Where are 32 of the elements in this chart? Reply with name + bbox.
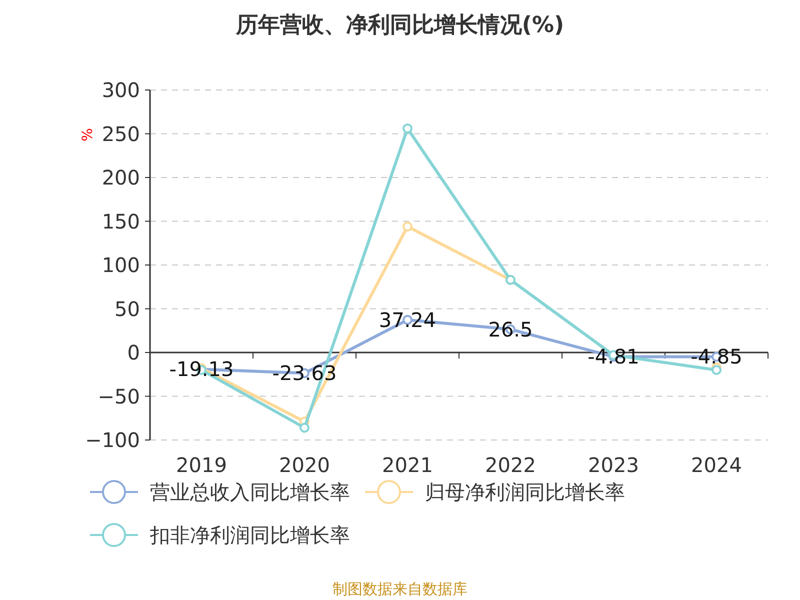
legend-item: 归母净利润同比增长率 bbox=[365, 480, 625, 504]
legend-item: 营业总收入同比增长率 bbox=[90, 480, 350, 504]
point bbox=[402, 124, 412, 134]
point bbox=[300, 422, 310, 433]
y-tick-label: 250 bbox=[102, 122, 140, 146]
text: 制图数据来自数据库 bbox=[332, 580, 468, 598]
x-tick-label: 2024 bbox=[691, 453, 742, 477]
y-tick-label: −50 bbox=[98, 384, 140, 408]
data-label: -23.63 bbox=[272, 361, 337, 386]
y-tick-label: 50 bbox=[114, 296, 140, 321]
x-tick-label: 2020 bbox=[279, 453, 330, 477]
point bbox=[402, 222, 412, 232]
legend-item: 扣非净利润同比增长率 bbox=[90, 523, 350, 547]
y-tick-label: 150 bbox=[102, 209, 140, 234]
legend-label: 营业总收入同比增长率 bbox=[150, 480, 350, 504]
y-tick-label: 100 bbox=[102, 253, 140, 277]
chart-title: 历年营收、净利同比增长情况(%) bbox=[234, 13, 564, 38]
x-tick-label: 2023 bbox=[588, 453, 639, 477]
data-label: 26.5 bbox=[488, 317, 533, 342]
legend-label: 归母净利润同比增长率 bbox=[425, 480, 625, 504]
x-tick-label: 2019 bbox=[176, 453, 227, 477]
y-tick-label: 300 bbox=[102, 78, 140, 102]
data-label: -19.13 bbox=[169, 357, 234, 382]
y-axis-title: % bbox=[80, 128, 96, 142]
x-tick-label: 2022 bbox=[485, 453, 536, 477]
y-tick-label: 200 bbox=[102, 166, 140, 190]
y-tick-label: 0 bbox=[127, 340, 140, 364]
legend-label: 扣非净利润同比增长率 bbox=[149, 523, 350, 547]
y-tick-label: −100 bbox=[85, 428, 140, 452]
data-label: 37.24 bbox=[378, 308, 436, 332]
data-label: -4.81 bbox=[588, 344, 640, 369]
x-tick-label: 2021 bbox=[382, 453, 433, 477]
